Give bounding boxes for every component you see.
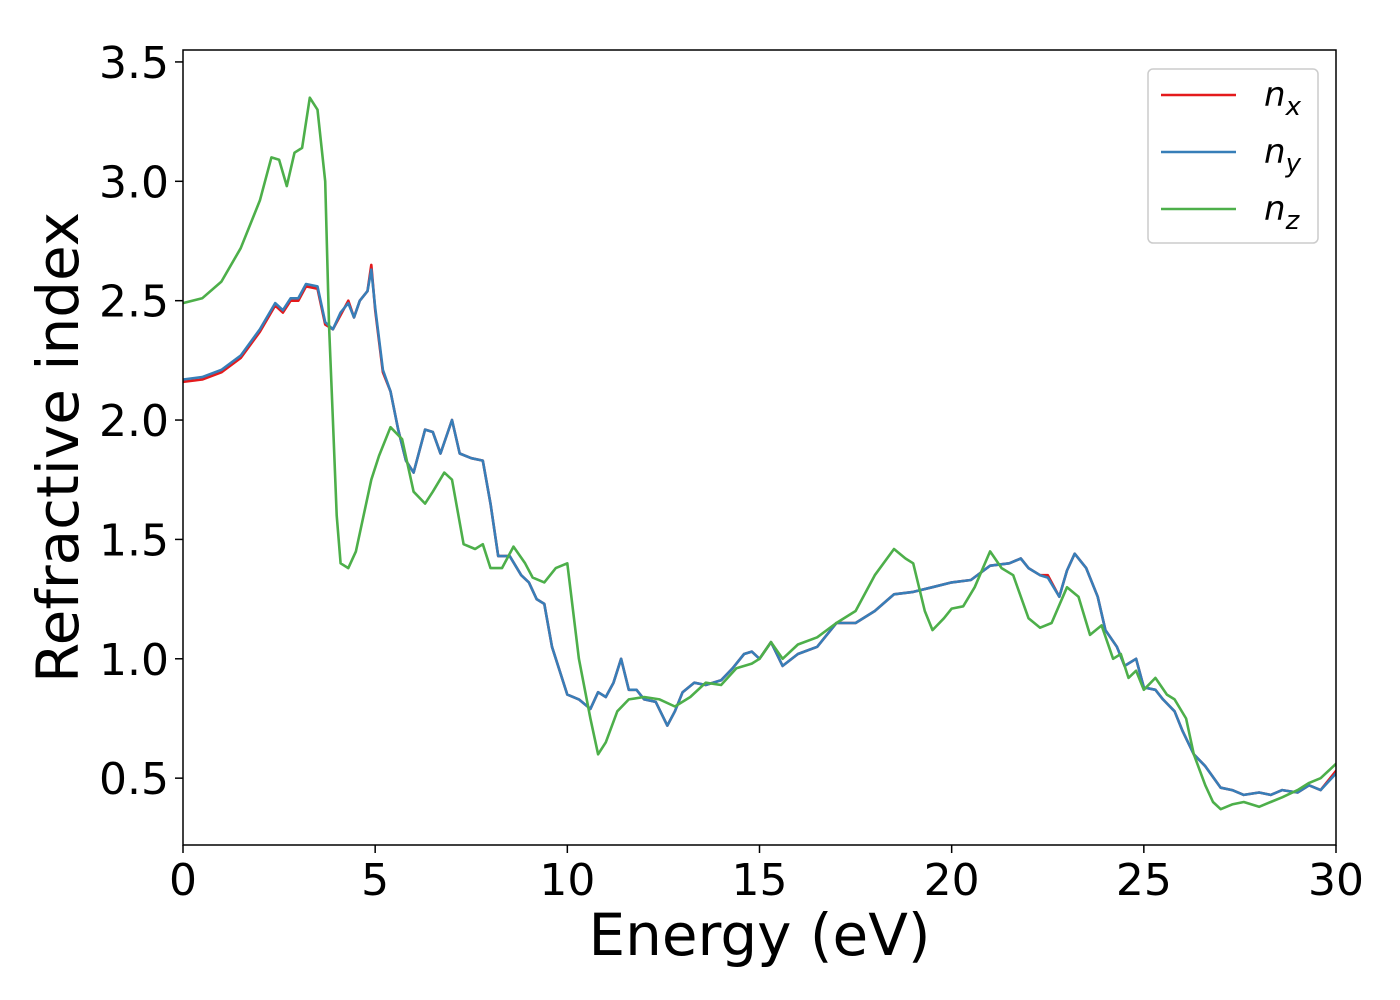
x-tick-label: 25	[1116, 855, 1172, 906]
x-axis: 0 5 10 15 20 25 30	[169, 845, 1364, 906]
y-tick-label: 2.0	[99, 396, 169, 447]
legend-label-nz: nz	[1264, 189, 1301, 236]
legend: nx ny nz	[1147, 68, 1319, 244]
x-tick-label: 5	[361, 855, 389, 906]
series-line-nz	[183, 96, 1336, 811]
y-axis-title: Refractive index	[24, 212, 92, 683]
legend-label-nx: nx	[1264, 75, 1302, 122]
y-tick-label: 1.5	[99, 515, 169, 566]
series-layer	[183, 96, 1336, 811]
y-axis: 0.5 1.0 1.5 2.0 2.5 3.0 3.5	[99, 38, 183, 805]
x-axis-title: Energy (eV)	[588, 901, 930, 969]
y-tick-label: 0.5	[99, 754, 169, 805]
legend-box	[1147, 68, 1319, 244]
x-tick-label: 20	[924, 855, 980, 906]
y-tick-label: 2.5	[99, 277, 169, 328]
legend-label-ny: ny	[1264, 132, 1302, 179]
y-tick-label: 1.0	[99, 635, 169, 686]
series-line-ny	[183, 268, 1336, 797]
x-tick-label: 10	[539, 855, 595, 906]
y-tick-label: 3.5	[99, 38, 169, 89]
series-line-nx	[183, 263, 1336, 797]
x-tick-label: 0	[169, 855, 197, 906]
x-tick-label: 15	[732, 855, 788, 906]
y-tick-label: 3.0	[99, 157, 169, 208]
x-tick-label: 30	[1308, 855, 1364, 906]
